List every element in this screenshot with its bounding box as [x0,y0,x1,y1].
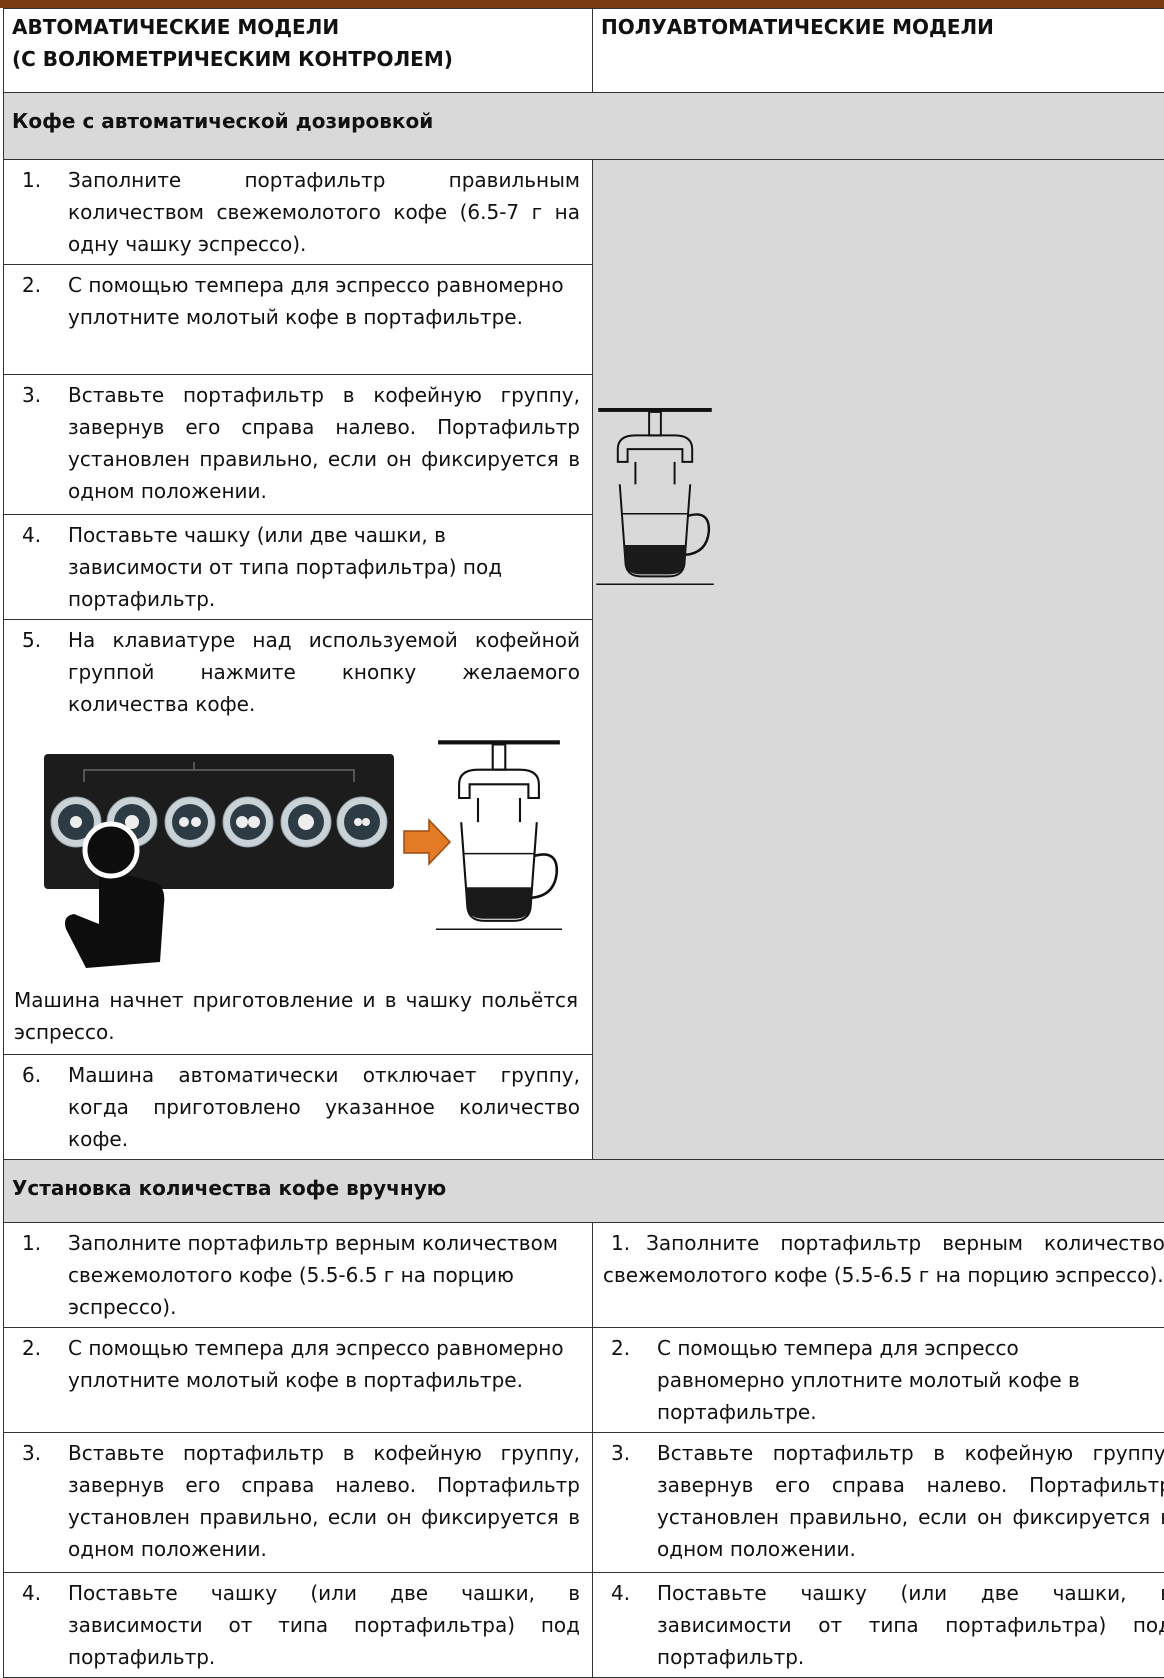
step-text: Заполните портафильтр правильным количес… [68,164,580,260]
image-cell [593,160,1164,1160]
step-number: 1. [22,1227,41,1259]
step: 4. Поставьте чашку (или две чашки, в зави… [593,1573,1164,1677]
step-text: С помощью темпера для эспрессо равномерн… [68,1332,580,1396]
step: 1. Заполните портафильтр верным количеств… [4,1223,592,1327]
step: 4. Поставьте чашку (или две чашки, в зави… [4,515,592,619]
step-cell: 5. На клавиатуре над используемой кофейно… [4,620,593,1055]
step-row: 1.Заполните портафильтр верным количеств… [4,1223,1164,1328]
step-number: 4. [22,519,41,551]
step-cell: 1. Заполните портафильтр правильным колич… [4,160,593,265]
header-line: ПОЛУАВТОМАТИЧЕСКИЕ МОДЕЛИ [601,11,1164,43]
step-text: Заполните портафильтр верным количеством… [68,1227,580,1323]
graphic [248,816,260,828]
step: 5. На клавиатуре над используемой кофейно… [4,620,592,724]
graphic [436,740,562,929]
step-cell: 1. Заполните портафильтр верным количеств… [4,1223,593,1328]
step-cell: 2. С помощью темпера для эспрессо равноме… [593,1328,1164,1433]
step-number: 6. [22,1059,41,1091]
step-row: 3. Вставьте портафильтр в кофейную группу… [4,1433,1164,1573]
step-cell: 4. Поставьте чашку (или две чашки, в зави… [593,1573,1164,1678]
document: {"header": {"left": ["АВТОМАТИЧЕСКИЕ МОД… [0,0,1164,1620]
illustration [4,724,592,984]
step-cell: 4. Поставьте чашку (или две чашки, в зави… [4,1573,593,1678]
step-cell: 6. Машина автоматически отключает группу,… [4,1055,593,1160]
step: 2. С помощью темпера для эспрессо равноме… [593,1328,1164,1432]
step-number: 2. [611,1332,630,1364]
step: 2. С помощью темпера для эспрессо равноме… [4,265,592,337]
step: 3. Вставьте портафильтр в кофейную группу… [4,1433,592,1569]
step-text: Поставьте чашку (или две чашки, в зависи… [657,1577,1164,1673]
step-text: Поставьте чашку (или две чашки, в зависи… [68,1577,580,1673]
graphic [172,804,208,840]
step-text: На клавиатуре над используемой кофейной … [68,624,580,720]
step-text: Вставьте портафильтр в кофейную группу, … [68,1437,580,1565]
header-cell: ПОЛУАВТОМАТИЧЕСКИЕ МОДЕЛИ [593,9,1164,93]
top-bar [0,0,1164,8]
graphic [298,814,314,830]
step: 1.Заполните портафильтр верным количеств… [593,1223,1164,1295]
step-cell: 3. Вставьте портафильтр в кофейную группу… [4,375,593,515]
graphic [179,817,189,827]
step-number: 3. [611,1437,630,1469]
step-number: 4. [611,1577,630,1609]
step-text: Машина автоматически отключает группу, к… [68,1059,580,1155]
step-row: 4. Поставьте чашку (или две чашки, в зави… [4,1573,1164,1678]
graphic [85,824,137,876]
step-text: С помощью темпера для эспрессо равномерн… [657,1332,1152,1428]
step-number: 5. [22,624,41,656]
step: 2. С помощью темпера для эспрессо равноме… [4,1328,592,1400]
step-cell: 2. С помощью темпера для эспрессо равноме… [4,1328,593,1433]
graphic [236,816,248,828]
step: 3. Вставьте портафильтр в кофейную группу… [4,375,592,511]
cup-illustration [596,408,714,603]
graphic [354,818,362,826]
step-cell: 1.Заполните портафильтр верным количеств… [593,1223,1164,1328]
step-row: 1. Заполните портафильтр правильным колич… [4,160,1164,265]
step-text: Вставьте портафильтр в кофейную группу, … [657,1437,1164,1565]
section-row: Кофе с автоматической дозировкой [4,93,1164,160]
step-cell: 4. Поставьте чашку (или две чашки, в зави… [4,515,593,620]
cup-icon [436,740,562,940]
step-number: 1. [22,164,41,196]
step-row: 2. С помощью темпера для эспрессо равноме… [4,1328,1164,1433]
page: Coffee instructions html, body { margin:… [0,0,1164,1620]
header-line: АВТОМАТИЧЕСКИЕ МОДЕЛИ [12,11,584,43]
graphic [596,408,713,584]
header-line: (С ВОЛЮМЕТРИЧЕСКИМ КОНТРОЛЕМ) [12,43,584,75]
step-number: 2. [22,1332,41,1364]
step-number: 2. [22,269,41,301]
step-number: 3. [22,379,41,411]
step: 1. Заполните портафильтр правильным колич… [4,160,592,264]
graphic [70,816,82,828]
instruction-table: АВТОМАТИЧЕСКИЕ МОДЕЛИ (С ВОЛЮМЕТРИЧЕСКИМ… [3,8,1164,1678]
step-cell: 3. Вставьте портафильтр в кофейную группу… [593,1433,1164,1573]
section-row: Установка количества кофе вручную [4,1160,1164,1223]
step-note: Машина начнет приготовление и в чашку по… [4,984,592,1052]
graphic: АВТОМАТИЧЕСКИЕ МОДЕЛИ (С ВОЛЮМЕТРИЧЕСКИМ… [4,9,1164,1678]
graphic [191,817,201,827]
step-text: Вставьте портафильтр в кофейную группу, … [68,379,580,507]
step-number: 3. [22,1437,41,1469]
step: 4. Поставьте чашку (или две чашки, в зави… [4,1573,592,1677]
header-cell: АВТОМАТИЧЕСКИЕ МОДЕЛИ (С ВОЛЮМЕТРИЧЕСКИМ… [4,9,593,93]
section-title: Установка количества кофе вручную [4,1160,1164,1223]
step: 6. Машина автоматически отключает группу,… [4,1055,592,1159]
step-text: С помощью темпера для эспрессо равномерн… [68,269,580,333]
step-cell: 3. Вставьте портафильтр в кофейную группу… [4,1433,593,1573]
step-text: Заполните портафильтр верным количеством… [603,1231,1164,1287]
step-text: Поставьте чашку (или две чашки, в зависи… [68,519,580,615]
step-cell: 2. С помощью темпера для эспрессо равноме… [4,265,593,375]
section-title: Кофе с автоматической дозировкой [4,93,1164,160]
step-number: 1. [611,1231,630,1255]
header-row: АВТОМАТИЧЕСКИЕ МОДЕЛИ (С ВОЛЮМЕТРИЧЕСКИМ… [4,9,1164,93]
cup-icon [596,408,714,594]
step-number: 4. [22,1577,41,1609]
step: 3. Вставьте портафильтр в кофейную группу… [593,1433,1164,1569]
graphic [362,818,370,826]
